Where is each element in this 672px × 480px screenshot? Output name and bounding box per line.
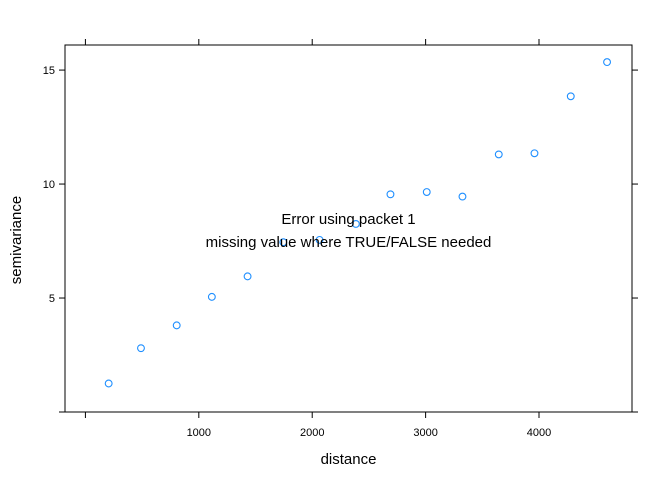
- error-message-line-1: Error using packet 1: [281, 211, 415, 228]
- data-point: [279, 238, 288, 247]
- data-point: [172, 321, 181, 330]
- data-point: [530, 149, 539, 158]
- x-tick-label: 1000: [187, 427, 211, 439]
- data-point: [207, 292, 216, 301]
- data-point: [104, 379, 113, 388]
- data-point: [494, 150, 503, 159]
- data-point: [137, 344, 145, 353]
- y-tick-label: 10: [43, 179, 55, 191]
- x-axis-label: distance: [321, 451, 377, 468]
- x-tick-label: 3000: [413, 427, 437, 439]
- x-tick-label: 2000: [300, 427, 324, 439]
- y-tick-label: 5: [49, 293, 55, 305]
- y-tick-label: 15: [43, 65, 55, 77]
- points-layer: [104, 58, 612, 388]
- data-point: [243, 272, 252, 281]
- plot-frame: [64, 44, 633, 413]
- data-point: [351, 219, 360, 228]
- data-point: [603, 58, 612, 67]
- data-point: [386, 190, 395, 199]
- data-point: [315, 235, 324, 244]
- y-axis-label: semivariance: [8, 196, 25, 284]
- data-point: [458, 192, 467, 201]
- error-message-line-2: missing value where TRUE/FALSE needed: [206, 234, 492, 251]
- ticks-layer: 1000 2000 3000 4000 5 10 15: [43, 39, 638, 439]
- data-point: [422, 188, 431, 196]
- data-point: [566, 92, 575, 101]
- x-tick-label: 4000: [527, 427, 551, 439]
